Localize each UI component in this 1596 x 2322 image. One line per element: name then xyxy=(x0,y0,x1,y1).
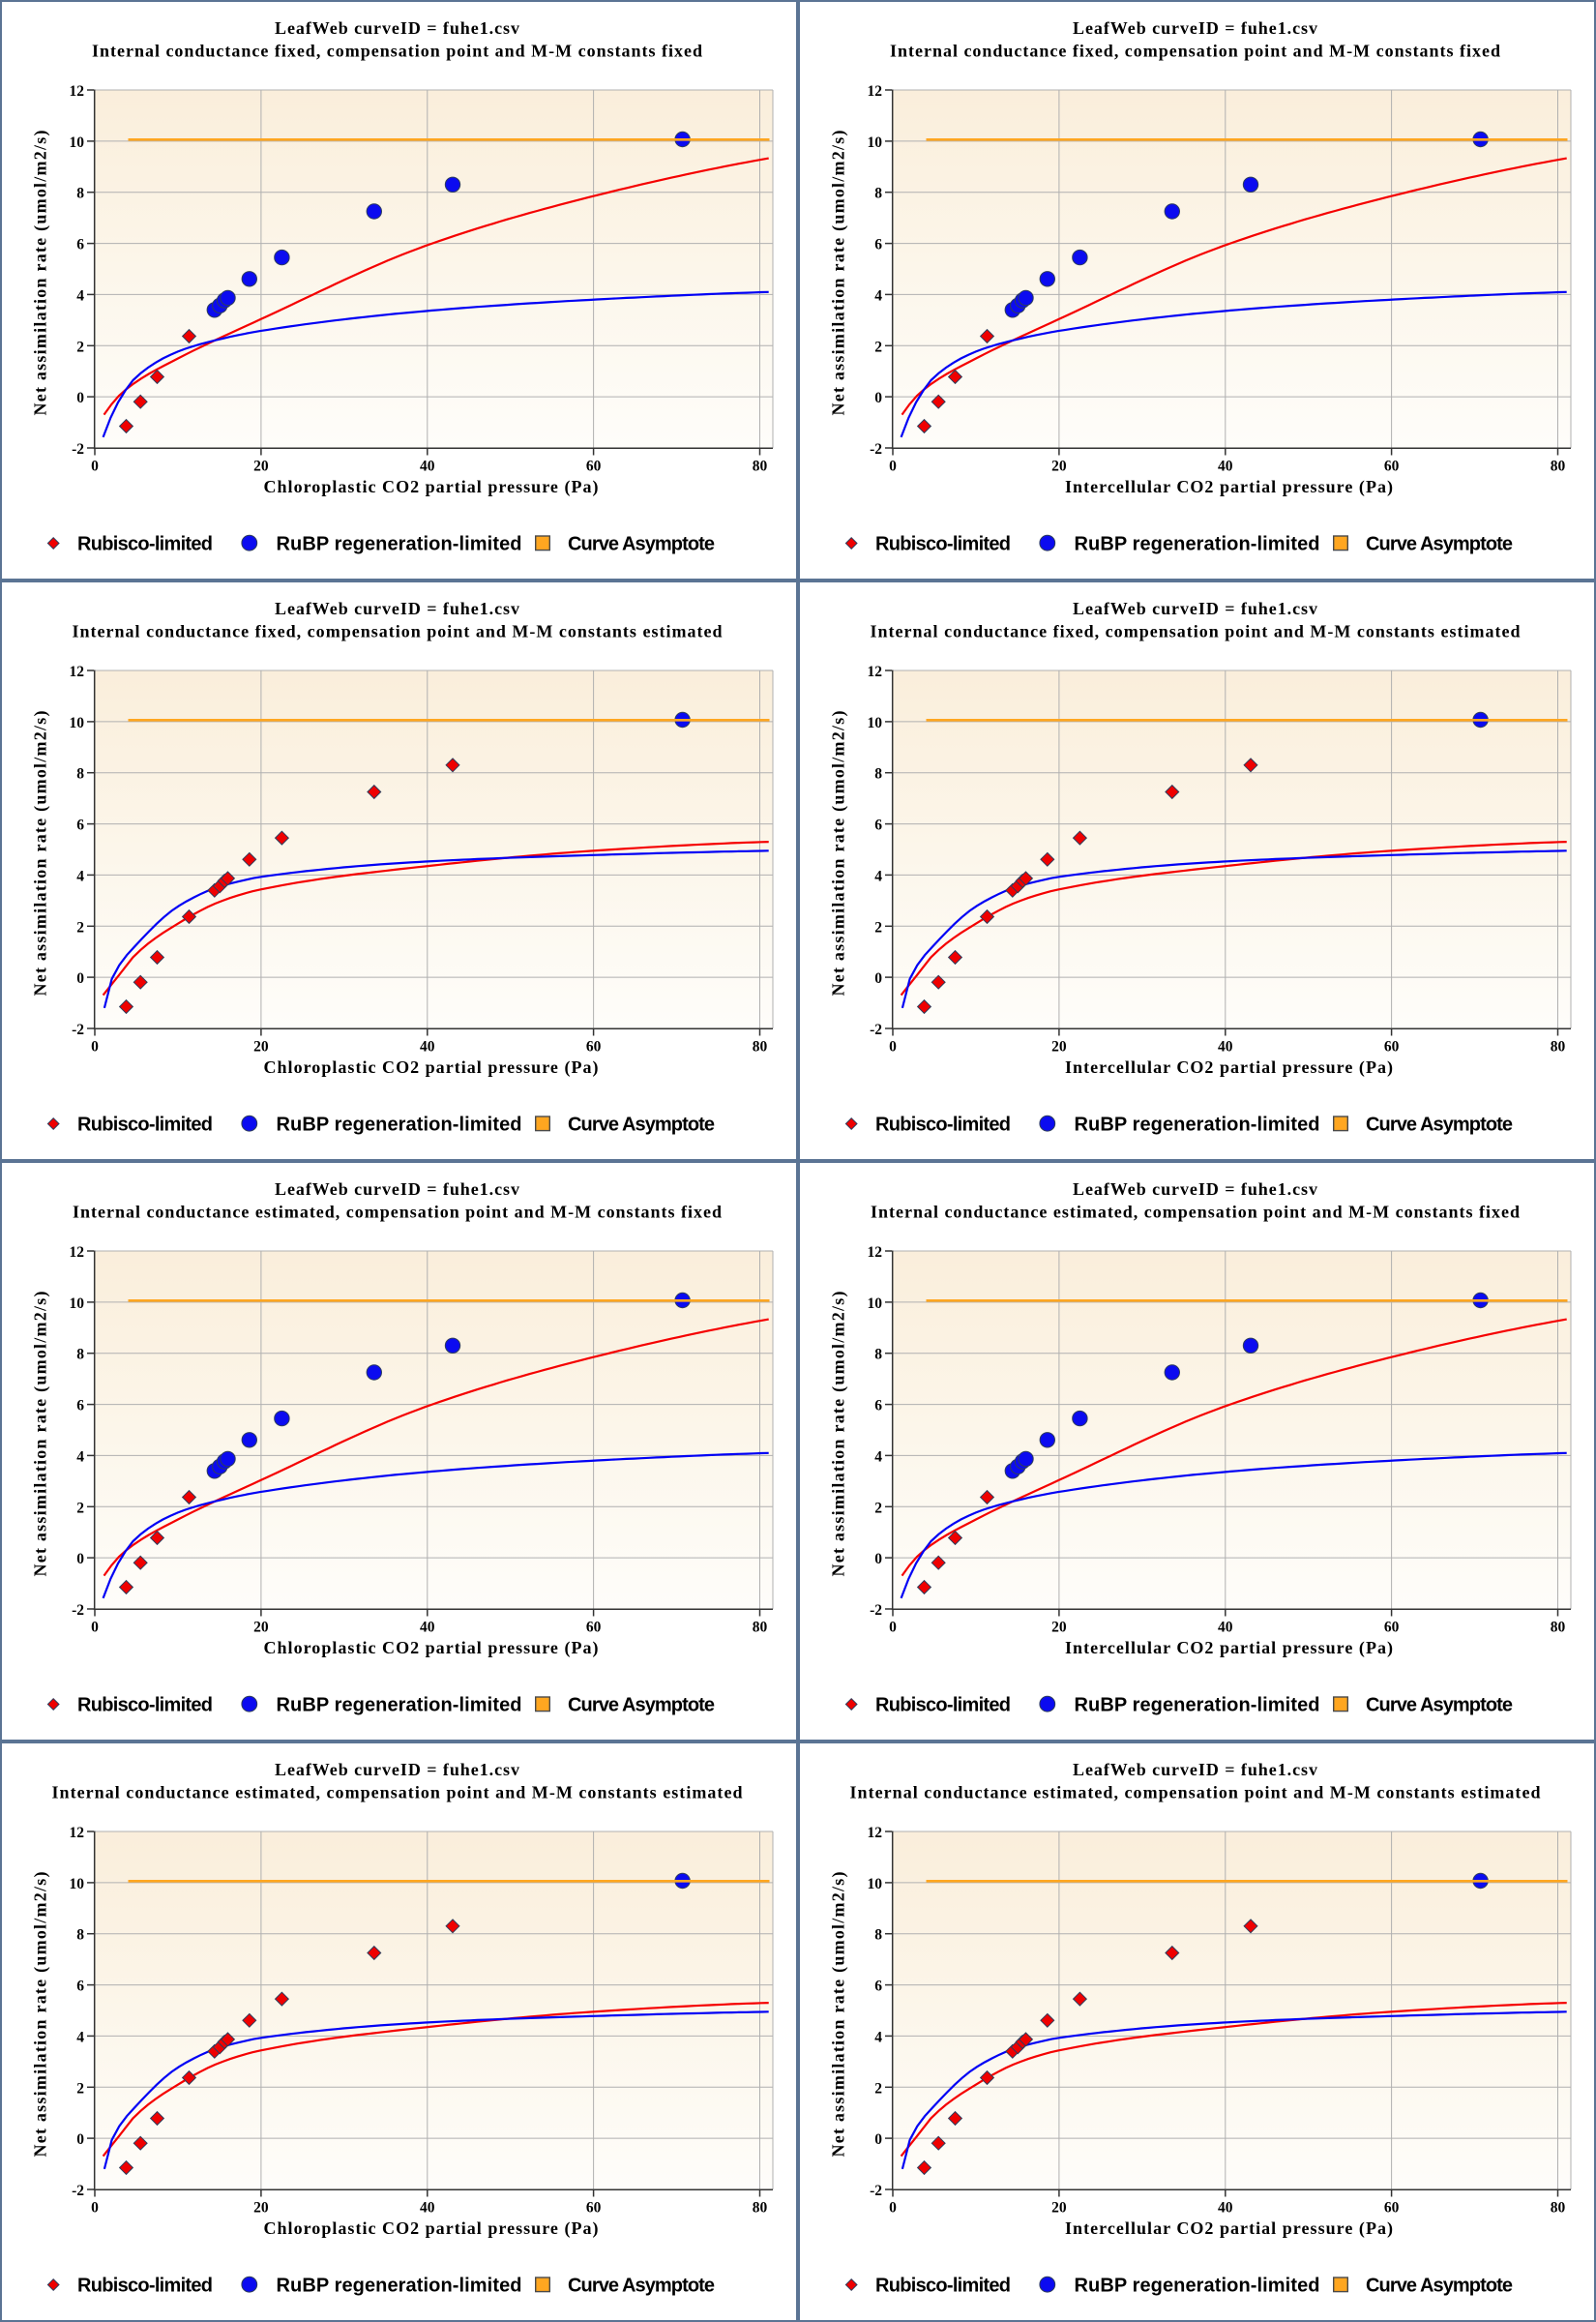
svg-text:Internal conductance estimated: Internal conductance estimated, compensa… xyxy=(73,1202,722,1221)
svg-text:Intercellular CO2 partial pres: Intercellular CO2 partial pressure (Pa) xyxy=(1065,477,1393,497)
svg-text:LeafWeb curveID = fuhe1.csv: LeafWeb curveID = fuhe1.csv xyxy=(275,18,519,38)
svg-text:Internal conductance estimated: Internal conductance estimated, compensa… xyxy=(850,1782,1541,1801)
svg-text:Intercellular CO2 partial pres: Intercellular CO2 partial pressure (Pa) xyxy=(1065,1638,1393,1658)
svg-text:Chloroplastic CO2 partial pres: Chloroplastic CO2 partial pressure (Pa) xyxy=(264,477,599,497)
svg-text:LeafWeb curveID = fuhe1.csv: LeafWeb curveID = fuhe1.csv xyxy=(1073,18,1317,38)
svg-text:Internal conductance estimated: Internal conductance estimated, compensa… xyxy=(52,1782,743,1801)
svg-text:LeafWeb curveID = fuhe1.csv: LeafWeb curveID = fuhe1.csv xyxy=(275,1179,519,1199)
svg-text:Internal conductance estimated: Internal conductance estimated, compensa… xyxy=(871,1202,1520,1221)
svg-text:LeafWeb curveID = fuhe1.csv: LeafWeb curveID = fuhe1.csv xyxy=(1073,1760,1317,1779)
svg-text:LeafWeb curveID = fuhe1.csv: LeafWeb curveID = fuhe1.csv xyxy=(275,1760,519,1779)
svg-text:Internal conductance fixed, co: Internal conductance fixed, compensation… xyxy=(92,41,702,60)
svg-text:LeafWeb curveID = fuhe1.csv: LeafWeb curveID = fuhe1.csv xyxy=(1073,1179,1317,1199)
svg-text:Intercellular CO2 partial pres: Intercellular CO2 partial pressure (Pa) xyxy=(1065,2218,1393,2239)
svg-text:LeafWeb curveID = fuhe1.csv: LeafWeb curveID = fuhe1.csv xyxy=(1073,599,1317,618)
svg-text:LeafWeb curveID = fuhe1.csv: LeafWeb curveID = fuhe1.csv xyxy=(275,599,519,618)
svg-text:Chloroplastic CO2 partial pres: Chloroplastic CO2 partial pressure (Pa) xyxy=(264,2218,599,2239)
svg-text:Internal conductance fixed, co: Internal conductance fixed, compensation… xyxy=(73,621,723,640)
svg-text:Chloroplastic CO2 partial pres: Chloroplastic CO2 partial pressure (Pa) xyxy=(264,1057,599,1078)
svg-text:Intercellular CO2 partial pres: Intercellular CO2 partial pressure (Pa) xyxy=(1065,1057,1393,1078)
svg-text:Internal conductance fixed, co: Internal conductance fixed, compensation… xyxy=(871,621,1521,640)
svg-text:Chloroplastic CO2 partial pres: Chloroplastic CO2 partial pressure (Pa) xyxy=(264,1638,599,1658)
svg-text:Internal conductance fixed, co: Internal conductance fixed, compensation… xyxy=(890,41,1500,60)
